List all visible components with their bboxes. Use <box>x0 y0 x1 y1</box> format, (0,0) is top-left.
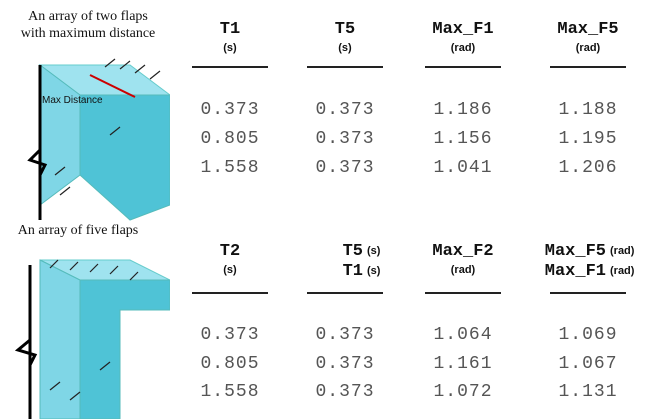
table-cell: 1.067 <box>558 354 618 374</box>
table-cell: 1.069 <box>558 325 618 345</box>
table-cell: 0.373 <box>200 100 260 120</box>
table-cell: 0.373 <box>315 354 375 374</box>
table-cell: 1.206 <box>558 158 618 178</box>
header-rule <box>550 66 626 68</box>
flap-illustration <box>14 259 170 419</box>
header-rule <box>307 66 383 68</box>
table-cell: 1.188 <box>558 100 618 120</box>
header-unit: (s) <box>223 264 237 276</box>
header-name: Max_F5 <box>544 242 606 261</box>
header-unit: (s) <box>367 265 381 277</box>
header-rule <box>307 292 383 294</box>
table-cell: 0.373 <box>315 100 375 120</box>
table-cell: 0.805 <box>200 354 260 374</box>
table-cell: 1.131 <box>558 382 618 402</box>
table-cell: 0.373 <box>200 325 260 345</box>
header-name: Max_F1 <box>432 20 494 39</box>
table-cell: 1.558 <box>200 158 260 178</box>
header-name: Max_F1 <box>544 262 606 281</box>
header-rule <box>192 66 268 68</box>
header-name: Max_F2 <box>432 242 494 261</box>
table-cell: 1.195 <box>558 129 618 149</box>
header-name: T1 <box>219 20 241 39</box>
header-name: T1 <box>342 262 363 281</box>
table-cell: 1.558 <box>200 382 260 402</box>
header-name: T5 <box>334 20 356 39</box>
header-unit: (s) <box>367 245 381 257</box>
table-cell: 0.373 <box>315 158 375 178</box>
header-name: T5 <box>342 242 363 261</box>
table-cell: 1.186 <box>433 100 493 120</box>
table-cell: 0.373 <box>315 382 375 402</box>
caption: An array of five flaps <box>17 223 139 238</box>
table-cell: 1.156 <box>433 129 493 149</box>
flap-illustration: Max Distance <box>27 58 170 221</box>
header-unit: (rad) <box>575 42 601 54</box>
table-cell: 0.373 <box>315 129 375 149</box>
header-rule <box>192 292 268 294</box>
caption: with maximum distance <box>20 26 156 41</box>
header-rule <box>550 292 626 294</box>
header-unit: (rad) <box>450 42 476 54</box>
header-unit: (s) <box>223 42 237 54</box>
header-unit: (rad) <box>610 265 635 277</box>
table-cell: 1.161 <box>433 354 493 374</box>
table-cell: 1.072 <box>433 382 493 402</box>
table-cell: 0.805 <box>200 129 260 149</box>
table-cell: 1.064 <box>433 325 493 345</box>
caption: An array of two flaps <box>28 9 148 24</box>
header-unit: (rad) <box>450 264 476 276</box>
header-name: T2 <box>219 242 241 261</box>
image-label: Max Distance <box>42 95 103 106</box>
header-name: Max_F5 <box>557 20 619 39</box>
table-cell: 0.373 <box>315 325 375 345</box>
header-unit: (s) <box>338 42 352 54</box>
table-cell: 1.041 <box>433 158 493 178</box>
header-unit: (rad) <box>610 245 635 257</box>
header-rule <box>425 292 501 294</box>
header-rule <box>425 66 501 68</box>
